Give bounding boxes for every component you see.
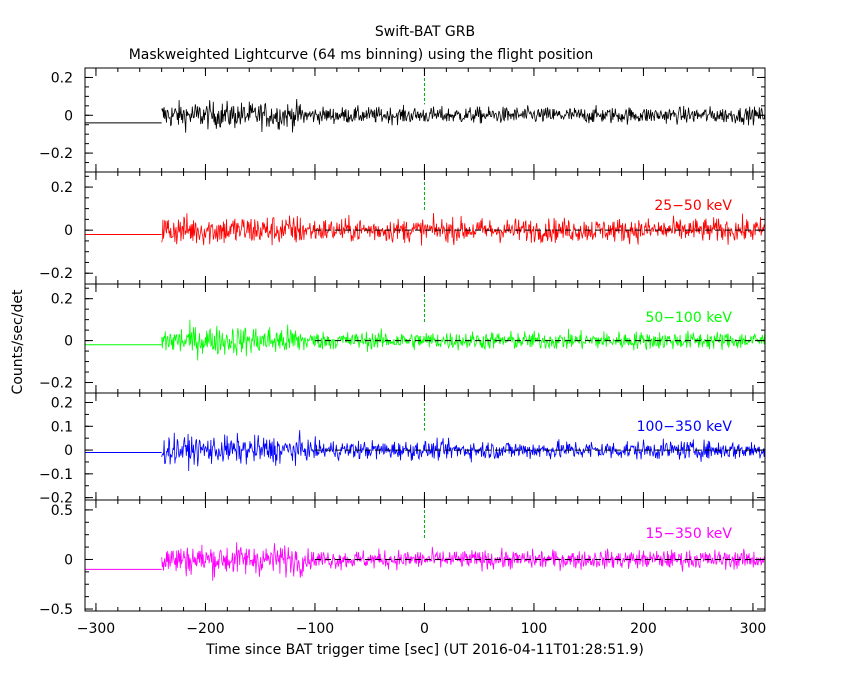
panel-3: −0.2 −0.1 0 0.1 0.2 100−350 keV (39, 392, 766, 507)
y-tick-label: 0 (64, 223, 73, 239)
series-trace (161, 542, 766, 581)
y-tick-label: 0.5 (51, 503, 73, 519)
series-trace (161, 212, 766, 246)
y-tick-label: −0.1 (39, 467, 73, 483)
y-tick-label: 0.2 (51, 396, 73, 412)
y-tick-label: 0.2 (51, 70, 73, 86)
band-label: 15−350 keV (645, 526, 732, 542)
series-trace (161, 430, 766, 472)
y-tick-label: −0.5 (39, 602, 73, 618)
chart-title: Swift-BAT GRB (375, 24, 475, 40)
x-tick-label: −200 (186, 621, 224, 637)
y-tick-label: 0.1 (51, 419, 73, 435)
panel-2: −0.2 0 0.2 50−100 keV (39, 283, 766, 394)
y-tick-label: −0.2 (39, 266, 73, 282)
x-tick-label: 200 (630, 621, 657, 637)
panel-frame (84, 499, 766, 612)
y-tick-label: −0.2 (39, 376, 73, 392)
x-tick-label: 100 (521, 621, 548, 637)
y-tick-label: 0 (64, 108, 73, 124)
band-label: 25−50 keV (654, 198, 732, 214)
y-tick-label: 0 (64, 334, 73, 350)
band-label: 100−350 keV (637, 419, 733, 435)
x-tick-label: 300 (740, 621, 767, 637)
panel-4: −0.5 0 0.5 15−350 keV (39, 499, 766, 618)
y-tick-label: 0 (64, 552, 73, 568)
x-axis-label: Time since BAT trigger time [sec] (UT 20… (205, 642, 644, 658)
y-tick-label: −0.2 (39, 146, 73, 162)
series-trace (161, 98, 766, 133)
x-tick-label: −100 (296, 621, 334, 637)
y-axis-label: Counts/sec/det (10, 289, 26, 394)
y-tick-label: 0.2 (51, 292, 73, 308)
x-tick-label: −300 (77, 621, 115, 637)
band-label: 50−100 keV (645, 310, 732, 326)
chart-subtitle: Maskweighted Lightcurve (64 ms binning) … (129, 47, 594, 63)
y-tick-label: 0.2 (51, 180, 73, 196)
series-trace (161, 319, 766, 361)
y-tick-label: −0.2 (39, 491, 73, 507)
panel-1: −0.2 0 0.2 25−50 keV (39, 171, 766, 285)
panels-group: −0.2 0 0.2 −0.2 0 0.2 25−50 keV −0.2 0 0.2 50−100 … (39, 67, 767, 637)
panel-0: −0.2 0 0.2 (39, 67, 766, 173)
x-tick-label: 0 (420, 621, 429, 637)
y-tick-label: 0 (64, 443, 73, 459)
